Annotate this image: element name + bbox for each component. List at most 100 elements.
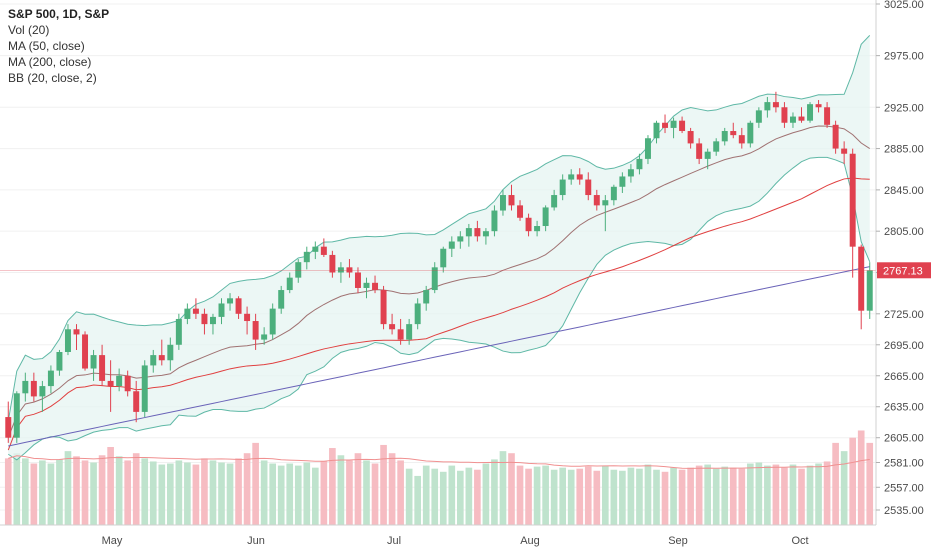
- volume-bar: [670, 467, 677, 525]
- candle: [397, 318, 404, 345]
- volume-bar: [115, 456, 123, 525]
- volume-bar: [141, 458, 149, 525]
- candle: [22, 372, 29, 402]
- volume-bar: [405, 468, 413, 525]
- candle-body: [252, 321, 259, 340]
- volume-bar: [235, 458, 242, 525]
- volume-bar: [64, 451, 72, 525]
- candle: [431, 262, 438, 294]
- x-tick-label: Jun: [247, 535, 265, 547]
- candle-body: [47, 370, 54, 387]
- candle: [363, 277, 370, 299]
- y-tick-label: 3025.00: [884, 0, 924, 11]
- candle: [30, 372, 37, 402]
- candle-body: [150, 355, 157, 366]
- candle-body: [201, 313, 208, 325]
- y-tick-label: 2975.00: [884, 51, 924, 63]
- volume-bar: [772, 464, 780, 525]
- candle-body: [329, 254, 336, 273]
- ma200-line: [8, 266, 870, 447]
- volume-bar: [90, 462, 97, 525]
- volume-bar: [260, 460, 268, 525]
- candle: [175, 313, 182, 350]
- candle-body: [534, 226, 541, 232]
- candle: [815, 100, 822, 113]
- candle: [116, 368, 123, 392]
- candle-body: [593, 195, 600, 206]
- candle: [192, 298, 199, 319]
- volume-bar: [627, 467, 635, 525]
- volume-bar: [4, 458, 12, 525]
- volume-bar: [567, 469, 575, 525]
- candle: [670, 117, 677, 139]
- candle: [448, 236, 455, 257]
- candle-body: [312, 246, 319, 252]
- volume-bar: [431, 468, 439, 525]
- candle: [295, 259, 302, 283]
- x-tick-label: Sep: [668, 535, 688, 547]
- candle-body: [738, 135, 745, 144]
- candle-body: [585, 179, 592, 196]
- volume-bar: [132, 453, 140, 525]
- candle: [662, 114, 669, 134]
- candle: [499, 189, 506, 216]
- candle-body: [320, 246, 327, 255]
- candle-body: [568, 174, 575, 180]
- candle-body: [789, 116, 796, 123]
- volume-bar: [149, 461, 157, 525]
- candle-body: [22, 380, 29, 394]
- candle: [209, 313, 216, 335]
- y-tick-label: 2635.00: [884, 402, 924, 414]
- candle: [849, 148, 856, 278]
- x-tick-label: Oct: [791, 535, 808, 547]
- candle: [354, 267, 361, 294]
- candle: [372, 275, 379, 294]
- candle: [593, 189, 600, 211]
- volume-bar: [192, 464, 200, 525]
- chart-title: S&P 500, 1D, S&P: [8, 7, 110, 21]
- candle: [482, 228, 489, 245]
- candle-body: [175, 318, 182, 345]
- candle-body: [602, 200, 609, 206]
- candle-body: [133, 391, 140, 412]
- candle: [141, 360, 148, 418]
- candle-body: [235, 298, 242, 314]
- candle-body: [525, 217, 532, 232]
- candle: [525, 213, 532, 237]
- candle: [346, 259, 353, 278]
- candle-body: [423, 290, 430, 304]
- candle-body: [517, 205, 524, 218]
- candle-body: [116, 375, 123, 387]
- candle-body: [107, 380, 114, 387]
- volume-bar: [269, 463, 277, 525]
- candle: [721, 127, 728, 146]
- candle-body: [807, 104, 814, 121]
- candle-body: [261, 334, 268, 340]
- candle: [235, 296, 242, 319]
- volume-bar: [39, 460, 46, 525]
- volume-bar: [738, 468, 746, 525]
- candle: [559, 174, 566, 201]
- legend-bb: BB (20, close, 2): [8, 71, 97, 85]
- y-tick-label: 2535.00: [884, 505, 924, 517]
- volume-bar: [337, 455, 345, 525]
- volume-bar: [303, 462, 311, 525]
- candle-body: [704, 151, 711, 159]
- candle-body: [227, 298, 234, 304]
- volume-bar: [388, 453, 396, 525]
- y-tick-label: 2605.00: [884, 433, 924, 445]
- candle: [704, 148, 711, 170]
- candle-body: [636, 158, 643, 170]
- chart-legend: S&P 500, 1D, S&P Vol (20) MA (50, close)…: [8, 6, 109, 86]
- volume-bar: [124, 460, 132, 525]
- volume-bar: [294, 465, 302, 525]
- candle: [636, 153, 643, 175]
- candle-body: [99, 355, 106, 381]
- candle: [414, 298, 421, 330]
- candle-body: [551, 195, 558, 208]
- candle: [696, 138, 703, 165]
- volume-bar: [704, 464, 712, 525]
- candle-body: [627, 169, 634, 177]
- volume-bar: [576, 468, 584, 525]
